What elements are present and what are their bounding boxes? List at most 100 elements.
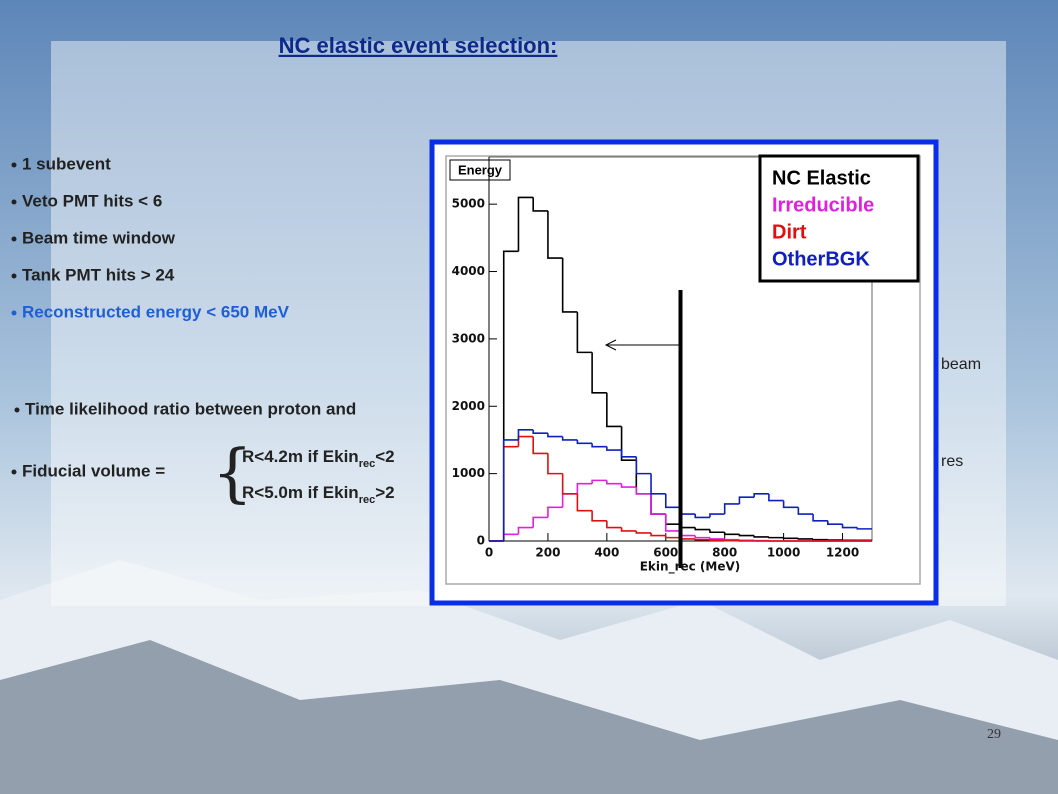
histogram-step [723, 532, 740, 536]
cut-arrow [604, 339, 679, 351]
histogram-step [606, 520, 622, 529]
histogram-step [753, 535, 769, 538]
slide-title: NC elastic event selection: [279, 33, 558, 58]
x-tick-label: 1000 [767, 546, 800, 560]
fragment: res [941, 453, 963, 470]
histogram-step [576, 311, 593, 354]
chart-title-box [449, 159, 511, 181]
histogram-step [561, 436, 578, 441]
bullet: Reconstructed energy < 650 MeV [22, 302, 290, 321]
text: <2 [375, 447, 394, 466]
x-tick-label: 1200 [826, 546, 859, 560]
histogram-step [664, 493, 681, 509]
bullet-dot [11, 236, 17, 242]
histogram-step [797, 538, 814, 540]
histogram-step [768, 536, 784, 539]
text: >2 [375, 483, 394, 502]
histogram-step [782, 537, 799, 540]
histogram-step [576, 439, 593, 445]
histogram-step [620, 450, 637, 458]
histogram-step [782, 500, 799, 509]
y-tick-label: 2000 [452, 399, 485, 413]
text: R<5.0m if Ekin [242, 483, 359, 502]
histogram-step [694, 535, 710, 539]
bullet-dot [11, 273, 17, 279]
y-tick-label: 1000 [452, 466, 485, 480]
histogram-step [517, 429, 534, 440]
histogram-step [606, 446, 622, 451]
histogram-step [841, 524, 858, 529]
brace: { [212, 437, 253, 511]
fiducial-line: R<4.2m if Ekinrec<2 [242, 447, 395, 469]
histogram-step [591, 352, 607, 394]
bullet-dot [11, 469, 17, 475]
histogram-step [532, 516, 548, 528]
histogram-step [856, 527, 872, 530]
subscript: rec [359, 458, 376, 470]
histogram-step [664, 535, 681, 539]
histogram-step [650, 532, 666, 537]
histogram-step [709, 539, 725, 542]
legend-entries: NC Elastic Irreducible Dirt OtherBGK [772, 167, 874, 270]
histogram-step [606, 480, 622, 485]
histogram-step [753, 493, 769, 498]
histogram-step [812, 538, 828, 541]
histogram-step [561, 473, 578, 495]
histogram-step [517, 196, 534, 252]
legend [758, 154, 920, 283]
histogram-step [620, 527, 637, 532]
bullets: 1 subevent Veto PMT hits < 6 Beam time w… [11, 154, 981, 511]
histogram-step [576, 482, 593, 494]
histogram-step [664, 514, 681, 532]
histogram-step [502, 439, 519, 541]
histogram-step [694, 538, 710, 541]
histogram-step [547, 506, 563, 518]
y-tick-label: 5000 [452, 197, 485, 211]
histogram-step [827, 520, 843, 525]
legend-label: NC Elastic [772, 167, 871, 189]
x-tick-label: 600 [653, 546, 678, 560]
histogram-step [694, 514, 710, 519]
y-tick-label: 3000 [452, 331, 485, 345]
bullet: Tank PMT hits > 24 [22, 265, 175, 284]
histogram-step [517, 526, 534, 535]
plot: 0 1000 2000 3000 4000 5000 0 200 400 600 800 1000 12… [452, 156, 873, 568]
x-axis-label: Ekin_rec (MeV) [640, 560, 741, 575]
bullet-dot [11, 162, 17, 168]
fiducial-line: R<5.0m if Ekinrec>2 [242, 483, 395, 505]
x-tick-label: 400 [594, 546, 619, 560]
bullet: 1 subevent [22, 154, 111, 173]
histogram-step [620, 483, 637, 488]
chart-title: Energy [458, 162, 503, 177]
histogram-step [547, 210, 563, 259]
histogram-step [723, 538, 740, 541]
histogram-step [709, 537, 725, 540]
histogram-step [635, 487, 652, 495]
mountain-shadow [0, 640, 1058, 794]
bullet: Time likelihood ratio between proton and [25, 399, 356, 418]
histogram-step [561, 258, 578, 313]
histogram-step [606, 392, 622, 428]
histogram-step [532, 197, 548, 212]
histogram-step [709, 513, 725, 518]
bullet-dot [11, 199, 17, 205]
x-tick-label: 200 [535, 546, 560, 560]
legend-label: Irreducible [772, 194, 874, 216]
legend-label: OtherBGK [772, 248, 870, 270]
histogram-step [591, 479, 607, 484]
histogram-step [650, 473, 666, 495]
bullet-dot [14, 407, 20, 413]
histogram-step [709, 529, 725, 534]
histogram-step [812, 514, 828, 522]
histogram-step [532, 436, 548, 455]
text: R<4.2m if Ekin [242, 447, 359, 466]
histogram-step [635, 456, 652, 475]
legend-label: Dirt [772, 221, 807, 243]
x-tick-label: 0 [485, 546, 493, 560]
histogram-step [591, 510, 607, 522]
fragment: beam [941, 356, 981, 373]
x-tick-label: 800 [712, 546, 737, 560]
histogram-step [635, 530, 652, 534]
histogram-step [547, 433, 563, 438]
